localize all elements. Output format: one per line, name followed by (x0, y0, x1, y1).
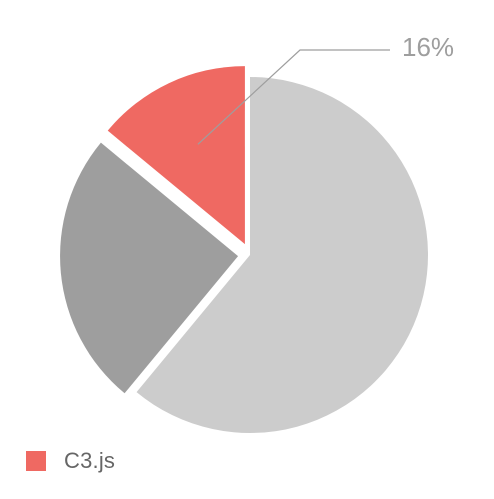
legend: C3.js (26, 448, 115, 474)
callout-label: 16% (402, 32, 454, 62)
legend-swatch[interactable] (26, 451, 46, 471)
callout-line (197, 49, 390, 145)
pie-slice-2[interactable] (60, 142, 239, 394)
legend-label[interactable]: C3.js (64, 448, 116, 473)
pie-slice-3[interactable] (107, 66, 245, 245)
pie-slice-1[interactable] (136, 77, 429, 433)
